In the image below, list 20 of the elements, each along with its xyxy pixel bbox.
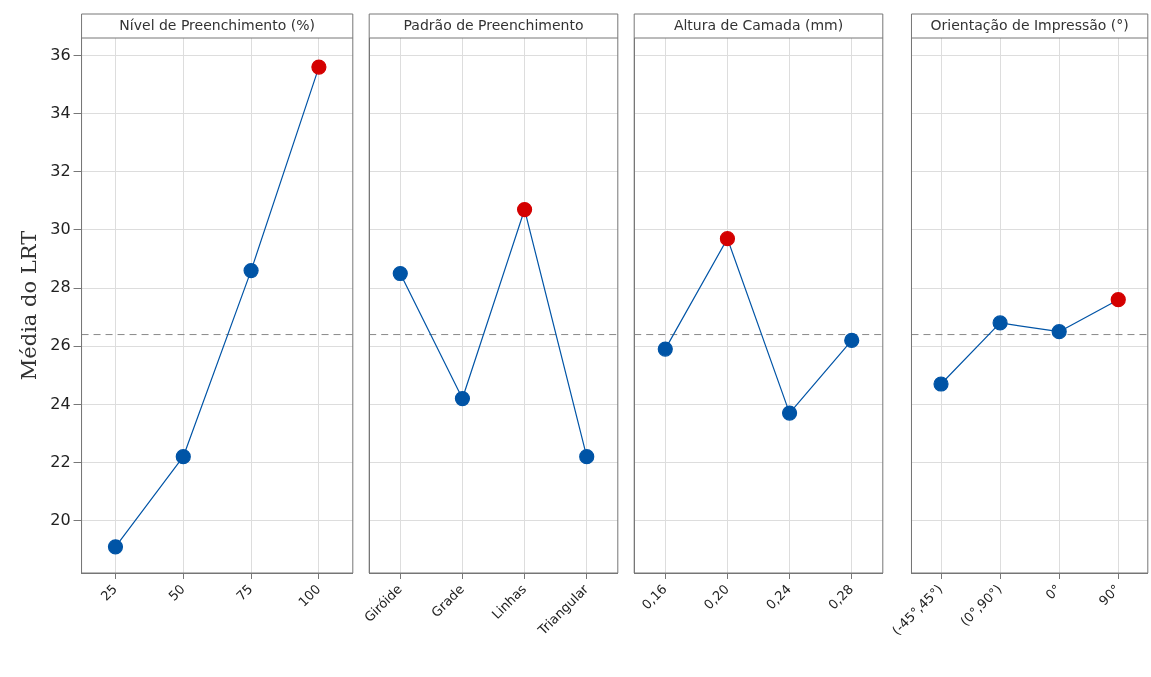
y-tick-label: 32 — [50, 160, 71, 180]
x-tick-label: 75 — [233, 581, 256, 604]
x-tick-label: 50 — [165, 581, 188, 604]
x-tick-label: 90° — [1095, 581, 1123, 609]
x-tick-label: 25 — [97, 581, 120, 604]
chart-title: Orientação de Impressão (°) — [930, 16, 1129, 33]
y-tick-label: 22 — [50, 451, 71, 471]
y-axis-title: Média do LRT — [17, 230, 42, 381]
chart-title: Nível de Preenchimento (%) — [119, 16, 315, 33]
chart-title: Altura de Camada (mm) — [673, 16, 844, 33]
x-tick-label: 100 — [295, 581, 324, 610]
y-tick-label: 36 — [50, 44, 71, 64]
y-tick-label: 30 — [50, 219, 71, 239]
y-tick-label: 26 — [50, 335, 71, 355]
x-tick-label: 0° — [1042, 581, 1064, 603]
y-tick-label: 24 — [50, 393, 71, 413]
chart-title: Padrão de Preenchimento — [403, 16, 584, 33]
y-tick-label: 28 — [50, 277, 71, 297]
y-tick-label: 20 — [50, 509, 71, 529]
y-tick-label: 34 — [50, 102, 71, 122]
